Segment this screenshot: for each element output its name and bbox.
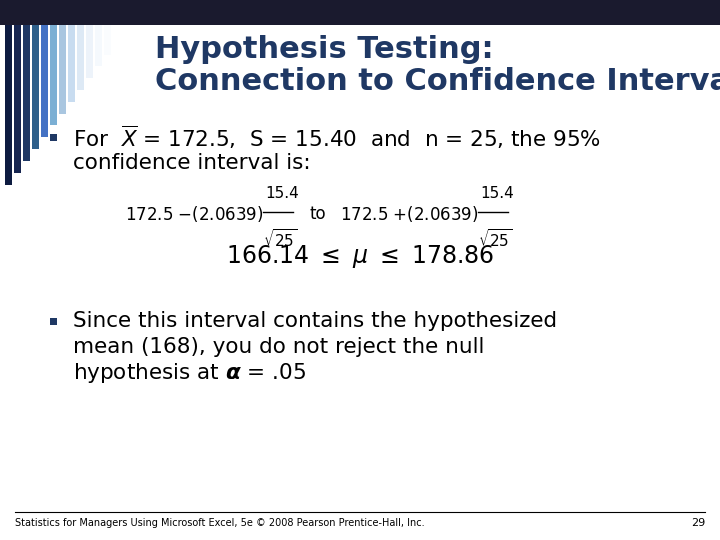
Bar [59,25,66,114]
Text: For  $\overline{X}$ = 172.5,  S = 15.40  and  n = 25, the 95%: For $\overline{X}$ = 172.5, S = 15.40 an… [73,123,601,151]
Text: 166.14 $\leq$ $\mu$ $\leq$ 178.86: 166.14 $\leq$ $\mu$ $\leq$ 178.86 [226,242,494,269]
Bar [41,25,48,137]
Text: mean (168), you do not reject the null: mean (168), you do not reject the null [73,337,485,357]
Bar [14,25,21,173]
Bar [77,25,84,90]
Text: Since this interval contains the hypothesized: Since this interval contains the hypothe… [73,311,557,331]
Text: 29: 29 [690,518,705,528]
Bar [104,25,111,55]
Bar [95,25,102,66]
Bar [23,25,30,161]
Bar [32,25,39,149]
Text: Connection to Confidence Intervals: Connection to Confidence Intervals [155,68,720,97]
Bar [86,25,93,78]
Text: 172.5 $+$(2.0639): 172.5 $+$(2.0639) [340,204,479,224]
Bar [0,0,720,25]
Bar [68,25,75,102]
Text: to: to [310,205,327,223]
Text: $\sqrt{25}$: $\sqrt{25}$ [263,228,297,250]
Text: hypothesis at $\boldsymbol{\alpha}$ = .05: hypothesis at $\boldsymbol{\alpha}$ = .0… [73,361,306,385]
Bar [50,133,57,140]
Bar [50,25,57,125]
Text: $\sqrt{25}$: $\sqrt{25}$ [478,228,513,250]
Text: 15.4: 15.4 [480,186,514,201]
Bar [5,25,12,185]
Text: confidence interval is:: confidence interval is: [73,153,310,173]
Text: Statistics for Managers Using Microsoft Excel, 5e © 2008 Pearson Prentice-Hall, : Statistics for Managers Using Microsoft … [15,518,425,528]
Text: 172.5 $-$(2.0639): 172.5 $-$(2.0639) [125,204,264,224]
Text: Hypothesis Testing:: Hypothesis Testing: [155,36,494,64]
Text: 15.4: 15.4 [265,186,299,201]
Bar [50,318,57,325]
